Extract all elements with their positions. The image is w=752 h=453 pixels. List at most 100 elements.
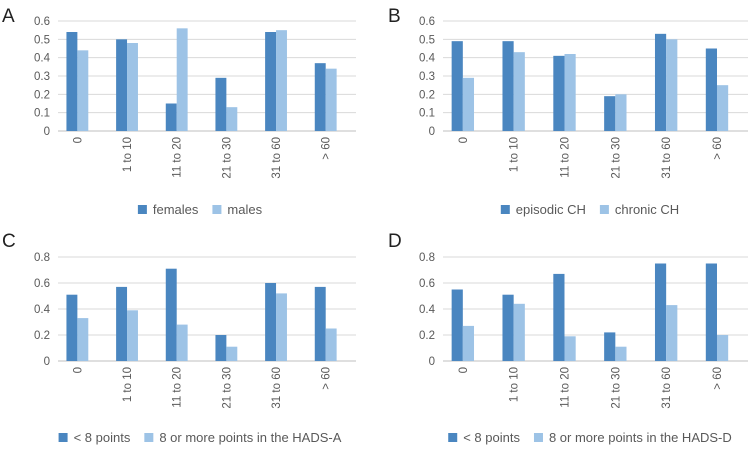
y-tick-label: 0 — [44, 356, 50, 368]
panel-label: A — [2, 6, 15, 27]
y-tick-label: 0.6 — [419, 278, 435, 290]
bar-series1 — [66, 294, 78, 361]
y-tick-label: 0.4 — [419, 53, 436, 65]
bar-series1 — [66, 32, 78, 131]
x-tick-label: 31 to 60 — [661, 367, 673, 409]
y-tick-label: 0.4 — [34, 53, 51, 65]
y-tick-label: 0.6 — [34, 278, 50, 290]
legend-label: < 8 points — [74, 430, 131, 445]
legend-label: males — [227, 202, 262, 217]
legend-swatch — [448, 433, 458, 442]
bar-series2 — [564, 336, 576, 361]
x-tick-label: 21 to 30 — [610, 137, 622, 179]
x-tick-label: 11 to 20 — [172, 367, 184, 408]
bar-series1 — [604, 96, 616, 131]
bar-series2 — [666, 305, 678, 361]
y-tick-label: 0.6 — [34, 16, 50, 28]
bar-series2 — [615, 94, 627, 131]
legend-swatch — [533, 433, 543, 442]
y-tick-label: 0.2 — [419, 89, 435, 101]
bar-series1 — [265, 32, 277, 131]
bar-series1 — [116, 286, 128, 361]
legend-label: females — [153, 202, 199, 217]
bar-series2 — [176, 28, 188, 131]
x-tick-label: 21 to 30 — [221, 137, 233, 179]
x-tick-label: 0 — [72, 367, 84, 373]
bar-series1 — [553, 273, 565, 361]
x-tick-label: > 60 — [321, 367, 333, 390]
legend-swatch — [500, 205, 510, 214]
bar-series1 — [215, 335, 227, 361]
bar-series1 — [215, 77, 227, 131]
legend-swatch — [599, 205, 609, 214]
bar-series1 — [314, 63, 326, 131]
y-tick-label: 0 — [429, 356, 435, 368]
legend-swatch — [212, 205, 222, 214]
bar-series2 — [276, 293, 287, 361]
y-tick-label: 0.4 — [34, 304, 51, 316]
bar-series2 — [127, 43, 138, 131]
bar-series1 — [451, 289, 463, 361]
bar-series2 — [276, 30, 287, 132]
legend-label: < 8 points — [463, 430, 520, 445]
bar-series1 — [553, 55, 565, 132]
bar-series1 — [654, 263, 667, 361]
bar-series2 — [462, 77, 475, 131]
chart-panel-b: B 0 0.1 0.2 0.3 0.4 0.5 0.6 0 1 to 10 11 to 20 21 t… — [388, 6, 748, 217]
panel-label: D — [388, 231, 402, 252]
bar-series1 — [604, 332, 616, 361]
bar-series2 — [127, 310, 138, 361]
legend-swatch — [144, 433, 154, 442]
y-tick-label: 0 — [429, 126, 435, 138]
bar-series1 — [705, 263, 717, 361]
y-tick-label: 0.2 — [419, 330, 435, 342]
legend-label: 8 or more points in the HADS-D — [549, 430, 732, 445]
x-tick-label: 11 to 20 — [559, 137, 571, 178]
x-tick-label: > 60 — [712, 137, 724, 160]
bar-series1 — [451, 41, 463, 131]
bar-series2 — [564, 54, 576, 131]
x-tick-label: 11 to 20 — [172, 137, 184, 178]
legend-swatch — [58, 433, 68, 442]
legend-swatch — [137, 205, 147, 214]
bar-series2 — [226, 346, 238, 361]
bar-series2 — [462, 325, 475, 361]
x-tick-label: 1 to 10 — [122, 137, 134, 172]
chart-panel-d: D 0 0.2 0.4 0.6 0.8 0 1 to 10 11 to 20 21 to 30 31… — [388, 231, 748, 445]
bar-series2 — [77, 50, 89, 132]
legend: episodic CH chronic CH — [500, 202, 679, 217]
chart-panel-a: A 0 0.1 0.2 0.3 0.4 0.5 0.6 0 1 to 10 11 to 20 21 t… — [2, 6, 356, 217]
bar-series1 — [502, 294, 514, 361]
x-tick-label: 1 to 10 — [509, 367, 521, 402]
x-tick-label: 1 to 10 — [509, 137, 521, 172]
legend: < 8 points 8 or more points in the HADS-D — [448, 430, 732, 445]
bar-series2 — [226, 107, 238, 131]
bar-series1 — [165, 103, 177, 131]
bar-series2 — [716, 335, 729, 361]
bar-series2 — [666, 39, 678, 132]
x-tick-label: 0 — [458, 367, 470, 373]
panel-label: B — [388, 6, 401, 27]
y-tick-label: 0.3 — [419, 71, 435, 83]
y-tick-label: 0.2 — [34, 89, 50, 101]
bar-series1 — [314, 286, 326, 361]
y-tick-label: 0.5 — [419, 34, 435, 46]
y-tick-label: 0.6 — [419, 16, 435, 28]
bar-series2 — [176, 324, 188, 361]
panel-label: C — [2, 231, 16, 252]
x-tick-label: 31 to 60 — [661, 137, 673, 179]
bar-series1 — [265, 283, 277, 361]
x-tick-label: 0 — [72, 137, 84, 143]
x-tick-label: 0 — [458, 137, 470, 143]
y-tick-label: 0.1 — [34, 108, 50, 120]
bar-series1 — [116, 39, 128, 132]
x-tick-label: 1 to 10 — [122, 367, 134, 402]
y-tick-label: 0.8 — [419, 252, 435, 264]
bar-series1 — [502, 41, 514, 131]
x-tick-label: > 60 — [321, 137, 333, 160]
bar-series2 — [77, 318, 89, 361]
legend: females males — [137, 202, 263, 217]
bar-series2 — [325, 68, 337, 131]
y-tick-label: 0 — [44, 126, 50, 138]
legend: < 8 points 8 or more points in the HADS-A — [58, 430, 342, 445]
